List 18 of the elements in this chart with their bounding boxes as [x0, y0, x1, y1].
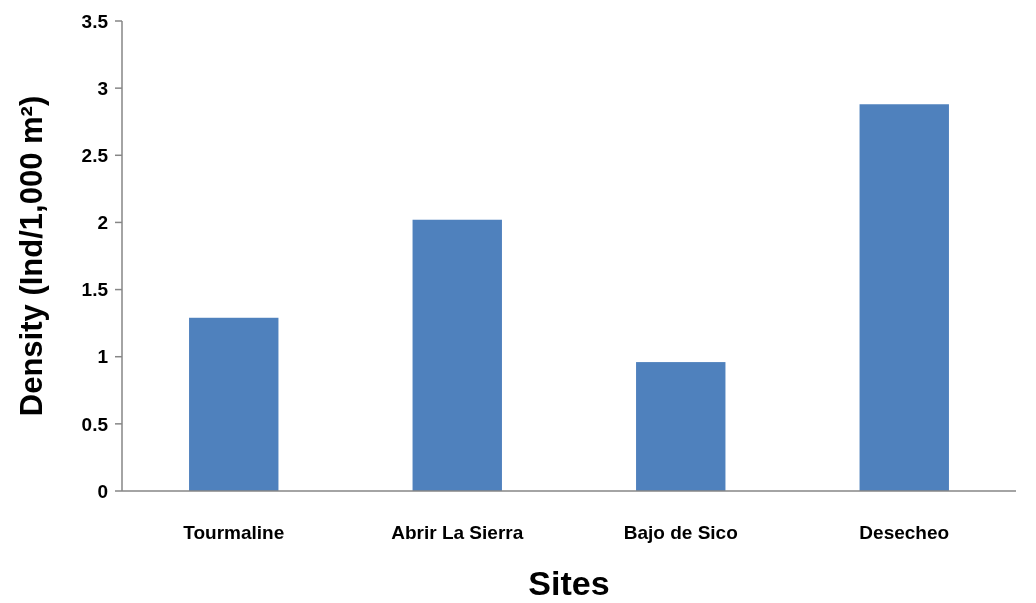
bar	[636, 362, 726, 491]
bar	[412, 219, 502, 491]
y-tick-label: 1.5	[81, 279, 109, 301]
bar	[859, 104, 949, 491]
bar	[189, 317, 279, 491]
y-axis-title: Density (Ind/1,000 m²)	[14, 95, 49, 417]
y-tick-label: 0.5	[81, 413, 109, 435]
y-tick-label: 3	[97, 77, 108, 99]
y-tick-label: 2	[97, 212, 108, 234]
x-tick-label: Abrir La Sierra	[391, 522, 524, 543]
y-tick-label: 3.5	[81, 10, 109, 32]
x-axis-title: Sites	[528, 564, 610, 602]
x-tick-label: Tourmaline	[183, 522, 285, 543]
y-tick-label: 0	[97, 480, 108, 502]
y-tick-label: 1	[97, 346, 109, 368]
x-tick-label: Bajo de Sico	[623, 522, 738, 543]
y-tick-label: 2.5	[81, 144, 109, 166]
x-tick-label: Desecheo	[859, 522, 950, 543]
